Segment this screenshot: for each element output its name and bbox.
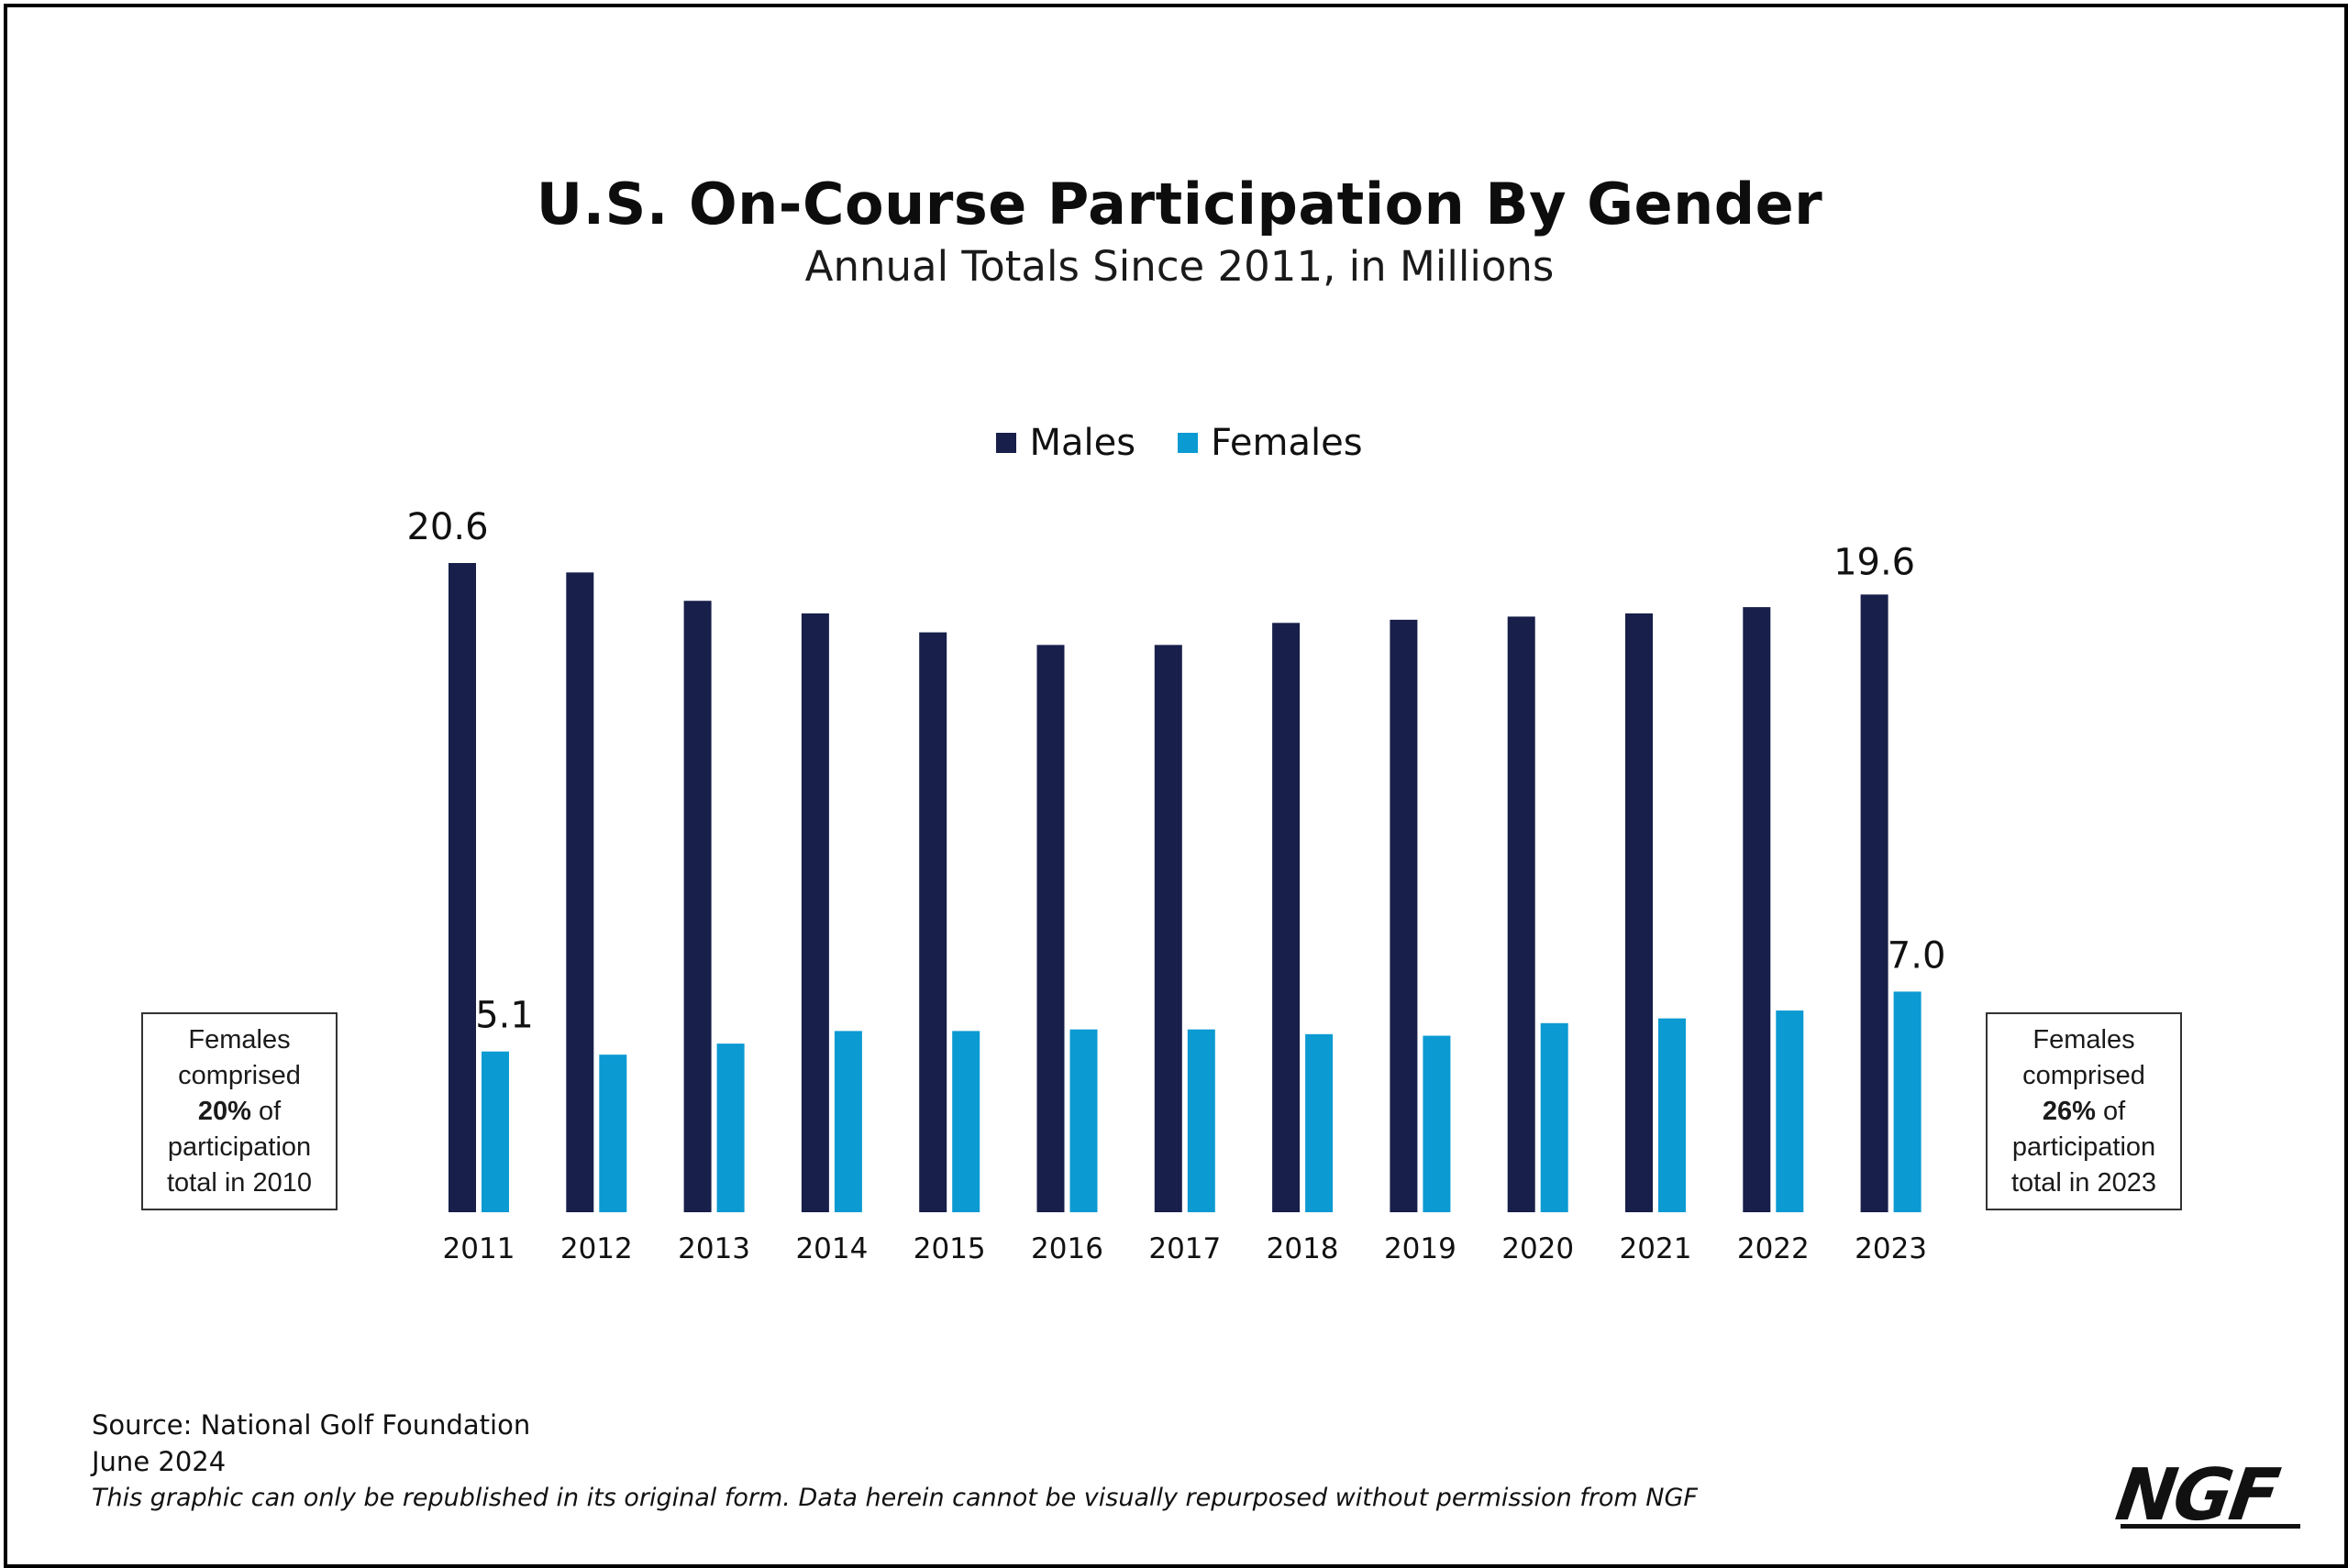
- bar-chart: 2011 2012 2013 2014 2015 2016 2017 2018 2019 2020…: [406, 506, 1946, 1265]
- footer-disclaimer: This graphic can only be republished in …: [92, 1484, 1698, 1512]
- legend-label-males: Males: [1029, 422, 1136, 464]
- note-box-2010: Females comprised 20% of participation t…: [141, 1012, 338, 1210]
- x-tick-label-2011: 2011: [443, 1232, 515, 1265]
- x-tick-label-2023: 2023: [1855, 1232, 1927, 1265]
- bar-males-2022: [1743, 607, 1771, 1212]
- bar-males-2023: [1860, 594, 1888, 1212]
- note-box-2023: Females comprised 26% of participation t…: [1986, 1012, 2182, 1210]
- x-tick-label-2019: 2019: [1384, 1232, 1456, 1265]
- note-left-of: of: [250, 1096, 282, 1126]
- x-tick-label-2020: 2020: [1501, 1232, 1574, 1265]
- x-tick-label-2021: 2021: [1620, 1232, 1692, 1265]
- note-left-line2: comprised: [178, 1060, 301, 1090]
- chart-frame: U.S. On-Course Participation By Gender A…: [4, 4, 2348, 1568]
- x-tick-label-2013: 2013: [678, 1232, 750, 1265]
- data-label-females-2011: 5.1: [475, 995, 534, 1037]
- legend-swatch-females: [1178, 433, 1199, 453]
- note-right-line2: comprised: [2022, 1060, 2145, 1090]
- bar-males-2019: [1390, 619, 1418, 1212]
- bar-females-2021: [1658, 1018, 1686, 1212]
- bar-males-2013: [683, 601, 712, 1212]
- bar-females-2017: [1187, 1029, 1215, 1212]
- bar-females-2013: [716, 1043, 745, 1212]
- chart-title: U.S. On-Course Participation By Gender: [536, 171, 1823, 237]
- bar-females-2012: [599, 1055, 627, 1212]
- bar-females-2015: [952, 1031, 980, 1212]
- footer-date: June 2024: [92, 1446, 227, 1477]
- chart-subtitle: Annual Totals Since 2011, in Millions: [804, 242, 1555, 291]
- legend-swatch-males: [996, 433, 1017, 453]
- note-left-line5: total in 2010: [166, 1167, 312, 1198]
- legend: Males Females: [7, 422, 2348, 464]
- ngf-logo-underline: [2121, 1524, 2300, 1529]
- legend-label-females: Females: [1211, 422, 1363, 464]
- x-tick-label-2022: 2022: [1737, 1232, 1810, 1265]
- bar-males-2011: [449, 563, 476, 1212]
- bar-females-2014: [834, 1031, 862, 1212]
- bar-males-2017: [1154, 645, 1182, 1212]
- x-tick-label-2015: 2015: [914, 1232, 986, 1265]
- bar-males-2018: [1272, 623, 1301, 1212]
- note-right-line5: total in 2023: [2010, 1167, 2156, 1198]
- bar-females-2016: [1069, 1029, 1098, 1212]
- bar-females-2018: [1305, 1033, 1334, 1212]
- bar-males-2015: [919, 632, 947, 1212]
- note-left-pct: 20%: [197, 1096, 251, 1126]
- footer: Source: National Golf Foundation June 20…: [92, 1407, 1698, 1517]
- bar-females-2019: [1423, 1035, 1451, 1212]
- note-left-line4: participation: [167, 1132, 312, 1162]
- footer-source: Source: National Golf Foundation: [92, 1409, 531, 1441]
- bar-males-2020: [1507, 616, 1535, 1212]
- note-left-line1: Females: [188, 1024, 291, 1055]
- bar-males-2021: [1625, 613, 1653, 1212]
- note-right-of: of: [2095, 1096, 2126, 1126]
- bar-males-2016: [1036, 645, 1065, 1212]
- bar-females-2022: [1776, 1010, 1804, 1212]
- bar-females-2020: [1540, 1022, 1568, 1212]
- data-label-males-2023: 19.6: [1833, 541, 1915, 583]
- note-right-line1: Females: [2032, 1024, 2135, 1055]
- x-tick-label-2018: 2018: [1267, 1232, 1339, 1265]
- x-tick-label-2014: 2014: [795, 1232, 868, 1265]
- bar-females-2011: [482, 1051, 509, 1212]
- note-right-line4: participation: [2011, 1132, 2156, 1162]
- data-label-females-2023: 7.0: [1888, 934, 1946, 977]
- x-tick-label-2016: 2016: [1031, 1232, 1103, 1265]
- note-right-pct: 26%: [2042, 1096, 2096, 1126]
- legend-item-females: Females: [1178, 422, 1363, 464]
- x-tick-label-2017: 2017: [1148, 1232, 1221, 1265]
- note-right-line3: 26% of: [2043, 1094, 2125, 1130]
- data-label-males-2011: 20.6: [406, 506, 488, 548]
- bar-males-2012: [566, 572, 594, 1212]
- note-left-line3: 20% of: [198, 1094, 281, 1130]
- x-tick-label-2012: 2012: [560, 1232, 633, 1265]
- bar-females-2023: [1893, 991, 1922, 1212]
- bar-males-2014: [801, 613, 829, 1212]
- legend-item-males: Males: [996, 422, 1135, 464]
